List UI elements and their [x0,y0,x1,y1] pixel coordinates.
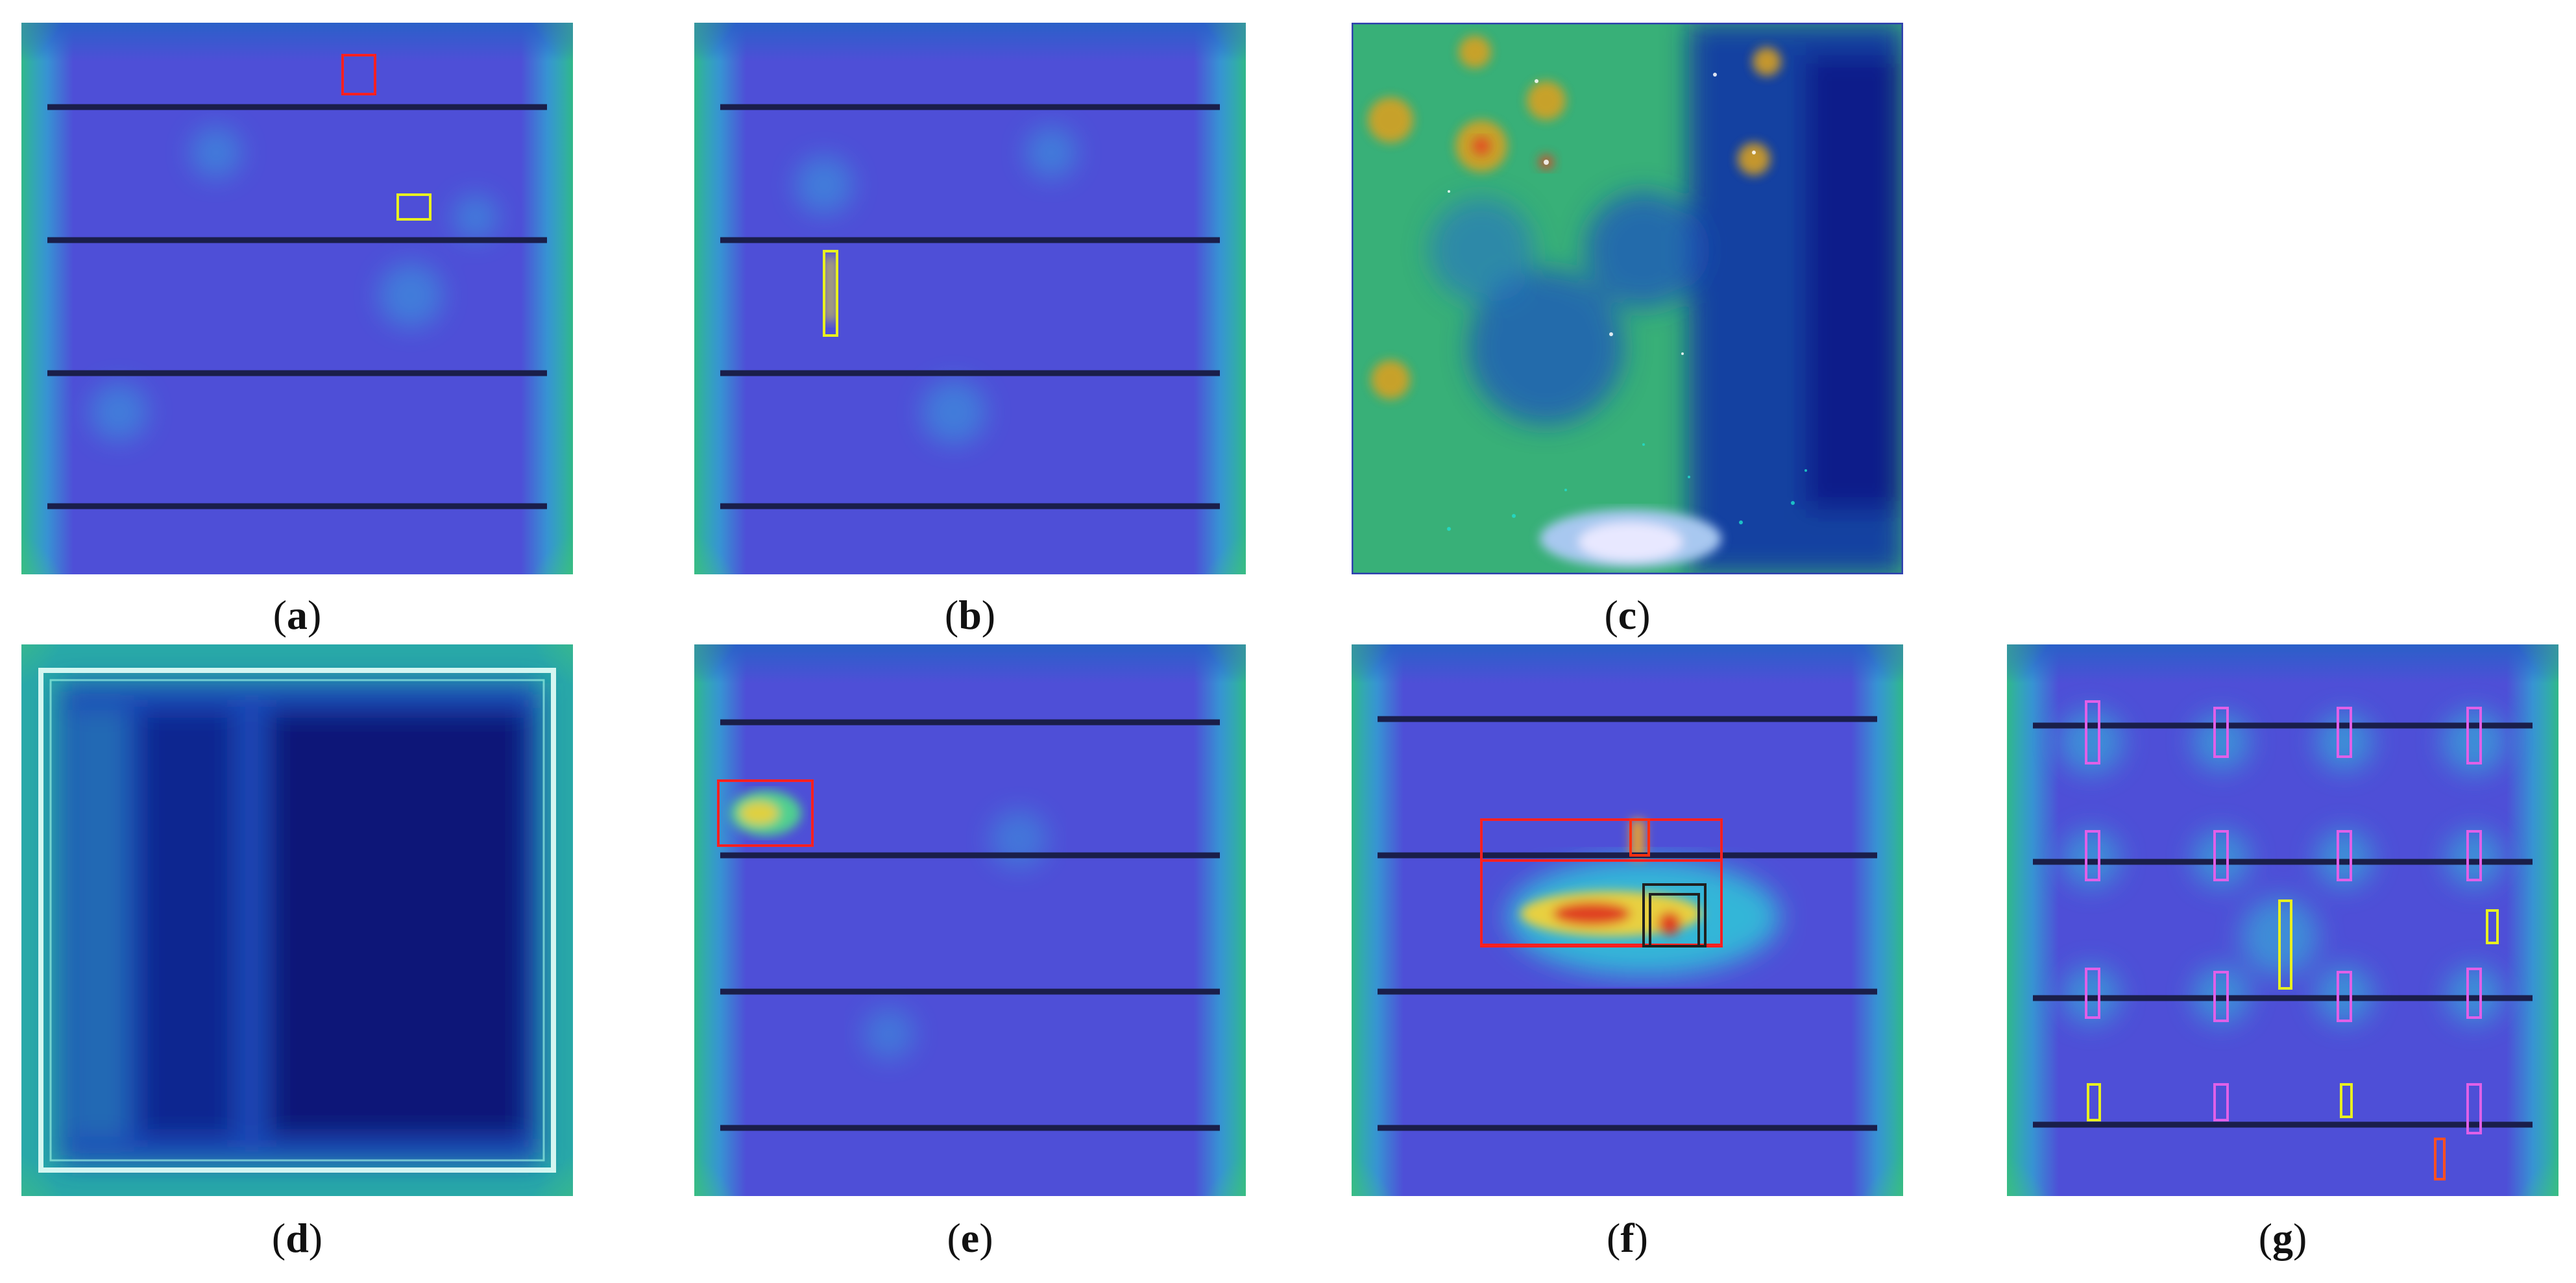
defect-box-pink [2337,707,2352,758]
panel-b-image [694,23,1246,574]
defect-box-red-small [1629,818,1650,857]
panel-g-heatmap [2007,644,2558,1196]
defect-box-pink [2337,971,2352,1022]
defect-box-yellow [823,250,838,337]
defect-box-pink [2085,700,2100,764]
panel-b-heatmap [694,23,1246,574]
caption-b: (b) [944,592,996,638]
panel-f-heatmap [1352,644,1903,1196]
panel-a-heatmap [21,23,573,574]
caption-a: (a) [273,592,322,638]
defect-box-pink [2213,707,2229,758]
panel-d-image [21,644,573,1196]
defect-box-orange [2434,1138,2446,1180]
defect-box-pink [2213,830,2229,881]
defect-box-pink [2466,707,2482,764]
panel-a-image [21,23,573,574]
panel-c-image [1352,23,1903,574]
defect-box-pink [2213,1083,2229,1121]
defect-box-pink [2085,968,2100,1019]
panel-c-heatmap [1352,23,1903,574]
defect-box-yellow [2087,1083,2101,1121]
defect-box-pink [2466,1083,2482,1134]
defect-box-pink [2466,830,2482,881]
defect-box-red-inner [1480,859,1723,946]
caption-g: (g) [2258,1215,2307,1261]
defect-box-pink [2085,830,2100,881]
defect-box-yellow [2278,899,2292,990]
caption-f: (f) [1607,1215,1648,1261]
caption-c: (c) [1604,592,1651,638]
panel-e-heatmap [694,644,1246,1196]
defect-box-pink [2466,968,2482,1019]
panel-d-heatmap [21,644,573,1196]
panel-e-image [694,644,1246,1196]
defect-box-yellow [2340,1083,2353,1118]
defect-box-red [341,54,376,95]
panel-g-image [2007,644,2558,1196]
defect-box-yellow [2486,909,2499,944]
panel-f-image [1352,644,1903,1196]
defect-box-black-inner [1649,893,1700,947]
caption-e: (e) [947,1215,993,1261]
caption-d: (d) [271,1215,323,1261]
defect-box-pink [2337,830,2352,881]
defect-box-pink [2213,971,2229,1022]
defect-box-red [717,779,814,847]
defect-box-yellow [396,193,431,221]
